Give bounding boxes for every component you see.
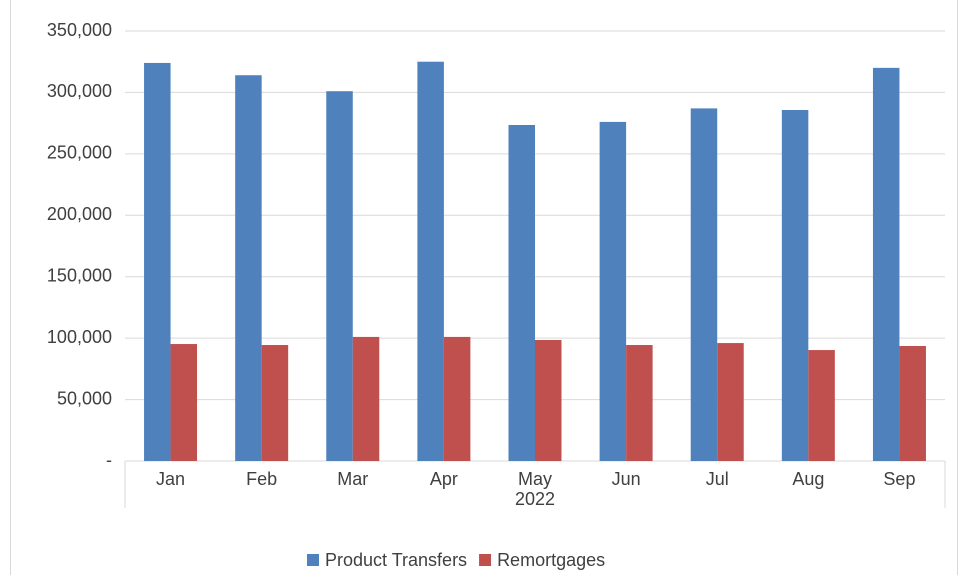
bar xyxy=(144,62,171,461)
bar xyxy=(690,108,718,462)
bar xyxy=(508,124,535,461)
y-tick-label: 150,000 xyxy=(47,265,112,285)
y-tick-label: 200,000 xyxy=(47,204,112,224)
bar xyxy=(626,345,653,461)
bar xyxy=(326,91,353,461)
legend-label: Product Transfers xyxy=(325,550,467,570)
x-tick-label: Aug xyxy=(792,469,824,489)
bar xyxy=(599,121,627,462)
x-tick-label: Apr xyxy=(430,469,458,489)
bar xyxy=(781,109,809,462)
x-tick-label: Jan xyxy=(156,469,185,489)
bar xyxy=(261,345,289,461)
legend-swatch xyxy=(479,554,492,566)
y-tick-label: 50,000 xyxy=(57,388,112,408)
bar xyxy=(417,61,444,461)
y-tick-label: 100,000 xyxy=(47,327,112,347)
legend-label: Remortgages xyxy=(497,550,605,570)
x-tick-label: Sep xyxy=(883,469,915,489)
bar xyxy=(535,339,562,461)
x-tick-label: May xyxy=(518,469,552,489)
bar xyxy=(443,336,471,461)
x-tick-label: Jul xyxy=(706,469,729,489)
bar xyxy=(872,67,900,461)
x-tick-label: Mar xyxy=(337,469,368,489)
bar xyxy=(170,344,198,461)
x-tick-label: Jun xyxy=(612,469,641,489)
bar xyxy=(899,346,926,461)
y-tick-label: 300,000 xyxy=(47,81,112,101)
bar xyxy=(235,75,262,461)
bar xyxy=(352,336,380,461)
y-tick-label: 350,000 xyxy=(47,20,112,40)
legend-swatch xyxy=(307,554,319,566)
x-tick-label: Feb xyxy=(246,469,277,489)
bar xyxy=(717,343,744,461)
x-group-label: 2022 xyxy=(515,489,555,509)
y-tick-label: 250,000 xyxy=(47,143,112,163)
y-tick-label: - xyxy=(106,450,112,470)
bar xyxy=(808,350,835,461)
